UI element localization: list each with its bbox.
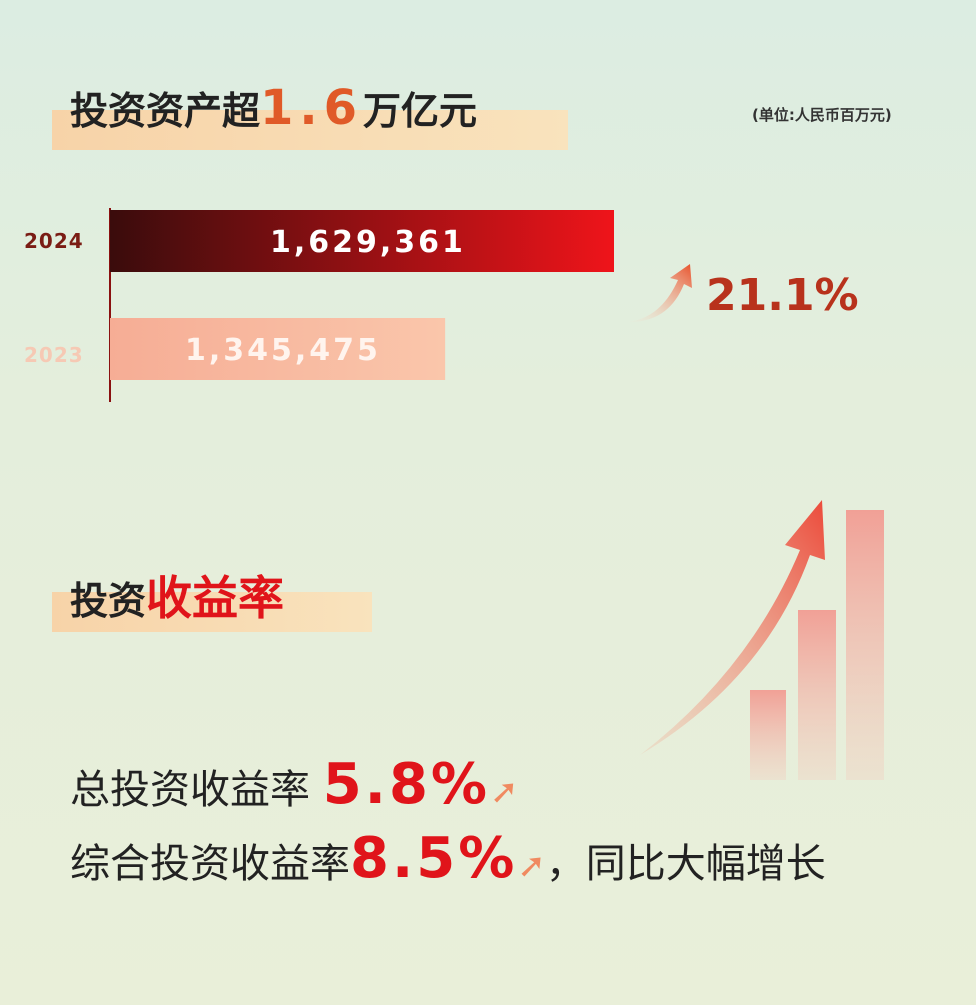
metric-label: 总投资收益率 [70, 767, 323, 813]
title-prefix: 投资资产超 [70, 89, 261, 133]
title-highlight: 收益率 [146, 571, 285, 625]
title-suffix: 万亿元 [363, 89, 478, 133]
unit-label: (单位:人民币百万元) [752, 106, 892, 124]
growth-arrow-icon [625, 264, 692, 323]
y-tick-label: 2023 [24, 343, 84, 367]
section1-title: 投资资产超1.6万亿元 [70, 80, 477, 136]
growth-bars-illustration-icon [640, 500, 884, 780]
title-prefix: 投资 [70, 579, 147, 623]
title-band-1 [52, 110, 568, 150]
total-return-line: 总投资收益率 5.8%➚ [70, 752, 519, 817]
arrow-up-icon: ➚ [517, 846, 546, 886]
data-label: 1,345,475 [185, 333, 381, 368]
title-number: 1.6 [260, 80, 364, 136]
arrow-up-icon: ➚ [490, 772, 519, 812]
y-tick-label: 2024 [24, 229, 84, 253]
bar-2024 [110, 210, 614, 272]
title-band-2 [52, 592, 372, 632]
bar-2023 [110, 318, 446, 380]
growth-rate: 21.1% [706, 270, 859, 321]
section2-title: 投资收益率 [70, 562, 284, 628]
metric-label: 综合投资收益率 [70, 841, 350, 887]
metric-note: ，同比大幅增长 [545, 841, 826, 887]
bar-chart: 1,629,361 2024 1,345,475 2023 [24, 208, 614, 402]
data-label: 1,629,361 [270, 225, 466, 260]
comprehensive-return-line: 综合投资收益率8.5%➚，同比大幅增长 [70, 826, 826, 891]
metric-value: 8.5% [350, 826, 518, 891]
metric-value: 5.8% [322, 752, 491, 817]
